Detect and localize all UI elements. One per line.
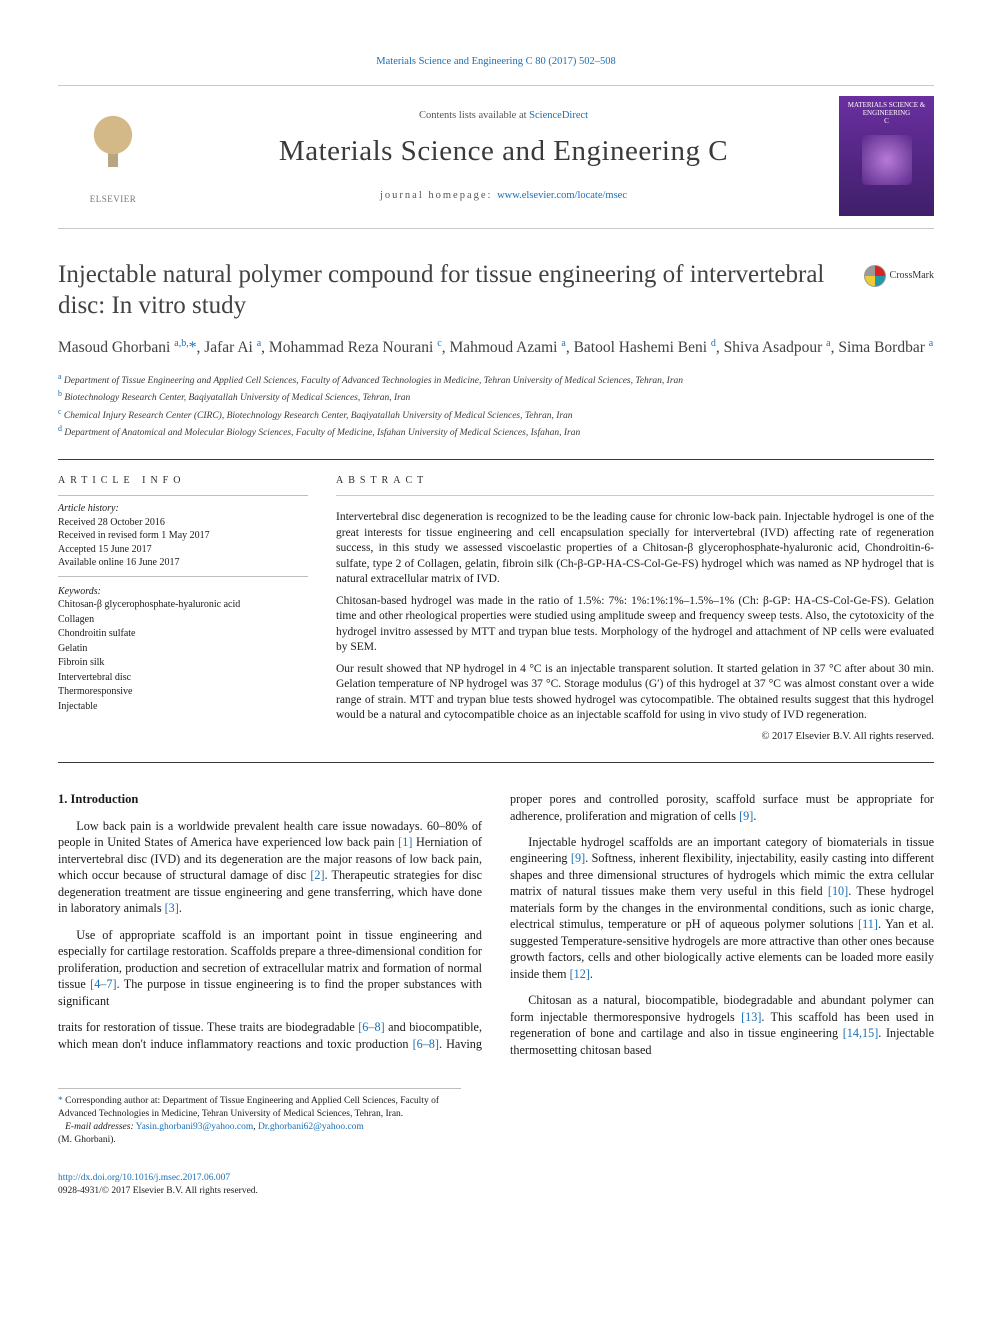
corr-email-1[interactable]: Yasin.ghorbani93@yahoo.com [136, 1122, 254, 1132]
article-info-heading: ARTICLE INFO [58, 474, 308, 488]
keyword: Thermoresponsive [58, 685, 308, 700]
abstract-column: ABSTRACT Intervertebral disc degeneratio… [336, 474, 934, 744]
affiliations: a Department of Tissue Engineering and A… [58, 371, 934, 441]
author-list: Masoud Ghorbani a,b,*, Jafar Ai a, Moham… [58, 336, 934, 359]
affiliation-line: d Department of Anatomical and Molecular… [58, 423, 934, 440]
corr-text: Corresponding author at: Department of T… [58, 1096, 439, 1119]
contents-line: Contents lists available at ScienceDirec… [168, 109, 839, 123]
keywords-list: Chitosan-β glycerophosphate-hyaluronic a… [58, 598, 308, 714]
rule-top [58, 459, 934, 460]
journal-cover-thumb: MATERIALS SCIENCE & ENGINEERING C [839, 96, 934, 216]
journal-homepage-link[interactable]: www.elsevier.com/locate/msec [497, 190, 627, 201]
affiliation-line: b Biotechnology Research Center, Baqiyat… [58, 388, 934, 405]
crossmark-label: CrossMark [890, 269, 934, 283]
page-footer: http://dx.doi.org/10.1016/j.msec.2017.06… [58, 1172, 934, 1198]
corr-email-2[interactable]: Dr.ghorbani62@yahoo.com [258, 1122, 364, 1132]
crossmark-icon [864, 265, 886, 287]
section-heading: 1. Introduction [58, 791, 482, 808]
elsevier-tree-icon [78, 107, 148, 187]
history-line: Available online 16 June 2017 [58, 556, 308, 570]
rule-meta-2 [58, 576, 308, 577]
homepage-prefix: journal homepage: [380, 190, 497, 201]
history-line: Received in revised form 1 May 2017 [58, 529, 308, 543]
body-paragraph: Chitosan as a natural, biocompatible, bi… [510, 992, 934, 1058]
keyword: Collagen [58, 613, 308, 628]
keyword: Fibroin silk [58, 656, 308, 671]
issn-copyright: 0928-4931/© 2017 Elsevier B.V. All right… [58, 1186, 258, 1196]
affiliation-line: a Department of Tissue Engineering and A… [58, 371, 934, 388]
corr-author-paren: (M. Ghorbani). [58, 1135, 116, 1145]
journal-homepage-line: journal homepage: www.elsevier.com/locat… [168, 189, 839, 203]
article-info-column: ARTICLE INFO Article history: Received 2… [58, 474, 308, 744]
abstract-heading: ABSTRACT [336, 474, 934, 488]
abstract-copyright: © 2017 Elsevier B.V. All rights reserved… [336, 730, 934, 744]
keywords-label: Keywords: [58, 585, 308, 599]
rule-meta-1 [58, 495, 308, 496]
abstract-body: Intervertebral disc degeneration is reco… [336, 510, 934, 724]
cover-text: MATERIALS SCIENCE & ENGINEERING [843, 102, 930, 117]
corr-star-icon: * [58, 1096, 63, 1106]
abstract-paragraph: Our result showed that NP hydrogel in 4 … [336, 662, 934, 724]
article-history-label: Article history: [58, 502, 308, 516]
body-paragraph: Injectable hydrogel scaffolds are an imp… [510, 834, 934, 982]
running-header: Materials Science and Engineering C 80 (… [58, 55, 934, 69]
abstract-paragraph: Chitosan-based hydrogel was made in the … [336, 594, 934, 656]
publisher-name: ELSEVIER [90, 193, 137, 205]
keyword: Injectable [58, 700, 308, 715]
citation-link[interactable]: Materials Science and Engineering C 80 (… [376, 56, 615, 67]
keyword: Chitosan-β glycerophosphate-hyaluronic a… [58, 598, 308, 613]
article-title: Injectable natural polymer compound for … [58, 259, 844, 322]
abstract-paragraph: Intervertebral disc degeneration is reco… [336, 510, 934, 588]
emails-label: E-mail addresses: [65, 1122, 134, 1132]
doi-link[interactable]: http://dx.doi.org/10.1016/j.msec.2017.06… [58, 1173, 230, 1183]
journal-title: Materials Science and Engineering C [168, 132, 839, 171]
article-history: Received 28 October 2016Received in revi… [58, 516, 308, 570]
history-line: Accepted 15 June 2017 [58, 543, 308, 557]
rule-abstract [336, 495, 934, 496]
keyword: Chondroitin sulfate [58, 627, 308, 642]
body-paragraph: Low back pain is a worldwide prevalent h… [58, 818, 482, 917]
corresponding-author-note: * Corresponding author at: Department of… [58, 1088, 461, 1146]
keyword: Gelatin [58, 642, 308, 657]
history-line: Received 28 October 2016 [58, 516, 308, 530]
cover-image-icon [862, 135, 912, 185]
cover-text-sub: C [884, 118, 889, 126]
affiliation-line: c Chemical Injury Research Center (CIRC)… [58, 406, 934, 423]
body-paragraph: Use of appropriate scaffold is an import… [58, 927, 482, 1009]
publisher-logo-block: ELSEVIER [58, 107, 168, 205]
article-body: 1. Introduction Low back pain is a world… [58, 791, 934, 1060]
crossmark-badge[interactable]: CrossMark [864, 265, 934, 287]
keyword: Intervertebral disc [58, 671, 308, 686]
contents-prefix: Contents lists available at [419, 110, 529, 121]
sciencedirect-link[interactable]: ScienceDirect [529, 110, 588, 121]
rule-bottom [58, 762, 934, 763]
journal-header: ELSEVIER Contents lists available at Sci… [58, 85, 934, 229]
